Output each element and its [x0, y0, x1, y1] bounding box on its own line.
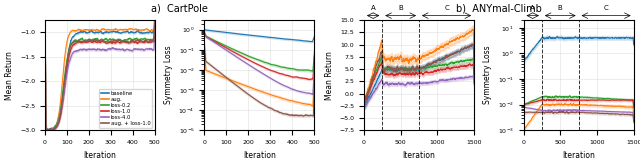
Y-axis label: Symmetry Loss: Symmetry Loss [164, 46, 173, 105]
X-axis label: Iteration: Iteration [243, 150, 276, 159]
X-axis label: Iteration: Iteration [562, 150, 595, 159]
Text: B: B [558, 5, 563, 11]
Y-axis label: Mean Return: Mean Return [324, 51, 333, 100]
Text: b)  ANYmal-Climb: b) ANYmal-Climb [456, 3, 541, 13]
Text: C: C [604, 5, 609, 11]
Text: B: B [398, 5, 403, 11]
X-axis label: Iteration: Iteration [83, 150, 116, 159]
Text: A: A [531, 5, 535, 11]
X-axis label: Iteration: Iteration [403, 150, 435, 159]
Y-axis label: Symmetry Loss: Symmetry Loss [483, 46, 492, 105]
Text: C: C [444, 5, 449, 11]
Text: a)  CartPole: a) CartPole [151, 3, 208, 13]
Y-axis label: Mean Return: Mean Return [5, 51, 14, 100]
Text: A: A [371, 5, 376, 11]
Legend: baseline, aug., loss-0.2, loss-1.0, loss-4.0, aug. + loss-1.0: baseline, aug., loss-0.2, loss-1.0, loss… [99, 89, 152, 128]
